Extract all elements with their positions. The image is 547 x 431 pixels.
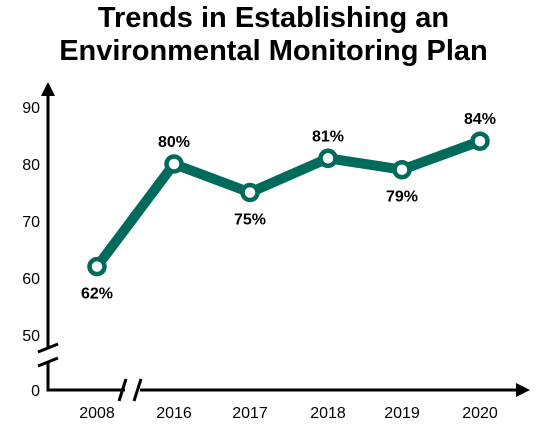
y-tick-label: 80 [22, 157, 40, 174]
x-tick-label: 2020 [462, 405, 498, 422]
data-label: 84% [464, 111, 496, 128]
data-point-marker [392, 159, 412, 180]
x-tick-label: 2016 [156, 405, 192, 422]
data-point-marker [318, 148, 338, 169]
y-axis-break-mark [37, 342, 59, 354]
x-tick-label: 2008 [79, 405, 115, 422]
data-label: 79% [386, 189, 418, 206]
data-markers [87, 131, 490, 277]
y-axis-arrow-icon [41, 82, 55, 96]
data-labels: 62% 80% 75% 81% 79% 84% [81, 111, 496, 302]
x-tick-label: 2019 [384, 405, 420, 422]
x-axis-break-mark [117, 378, 128, 402]
y-tick-label: 90 [22, 100, 40, 117]
data-label: 80% [158, 134, 190, 151]
data-point-marker [87, 256, 107, 277]
data-point-marker [240, 182, 260, 203]
data-label: 81% [312, 128, 344, 145]
y-tick-label: 50 [22, 328, 40, 345]
data-label: 62% [81, 286, 113, 303]
y-tick-label: 70 [22, 214, 40, 231]
y-tick-label: 60 [22, 271, 40, 288]
data-point-marker [164, 154, 184, 174]
x-axis-arrow-icon [516, 383, 530, 397]
chart-title: Trends in Establishing an Environmental … [0, 2, 547, 68]
data-point-marker [470, 131, 490, 151]
y-axis-break-mark [37, 356, 59, 368]
series-line [92, 136, 485, 272]
x-tick-label: 2018 [310, 405, 346, 422]
series-line-layer [92, 136, 485, 272]
axes: 0 50 60 70 80 90 2008 2016 2017 2018 2019 2020 [22, 82, 530, 422]
x-tick-label: 2017 [232, 405, 268, 422]
x-axis-break-mark [132, 378, 143, 402]
data-label: 75% [234, 212, 266, 229]
chart-title-line-1: Trends in Establishing an [97, 2, 450, 34]
chart-title-line-2: Environmental Monitoring Plan [59, 35, 488, 67]
y-tick-label: 0 [31, 383, 40, 400]
